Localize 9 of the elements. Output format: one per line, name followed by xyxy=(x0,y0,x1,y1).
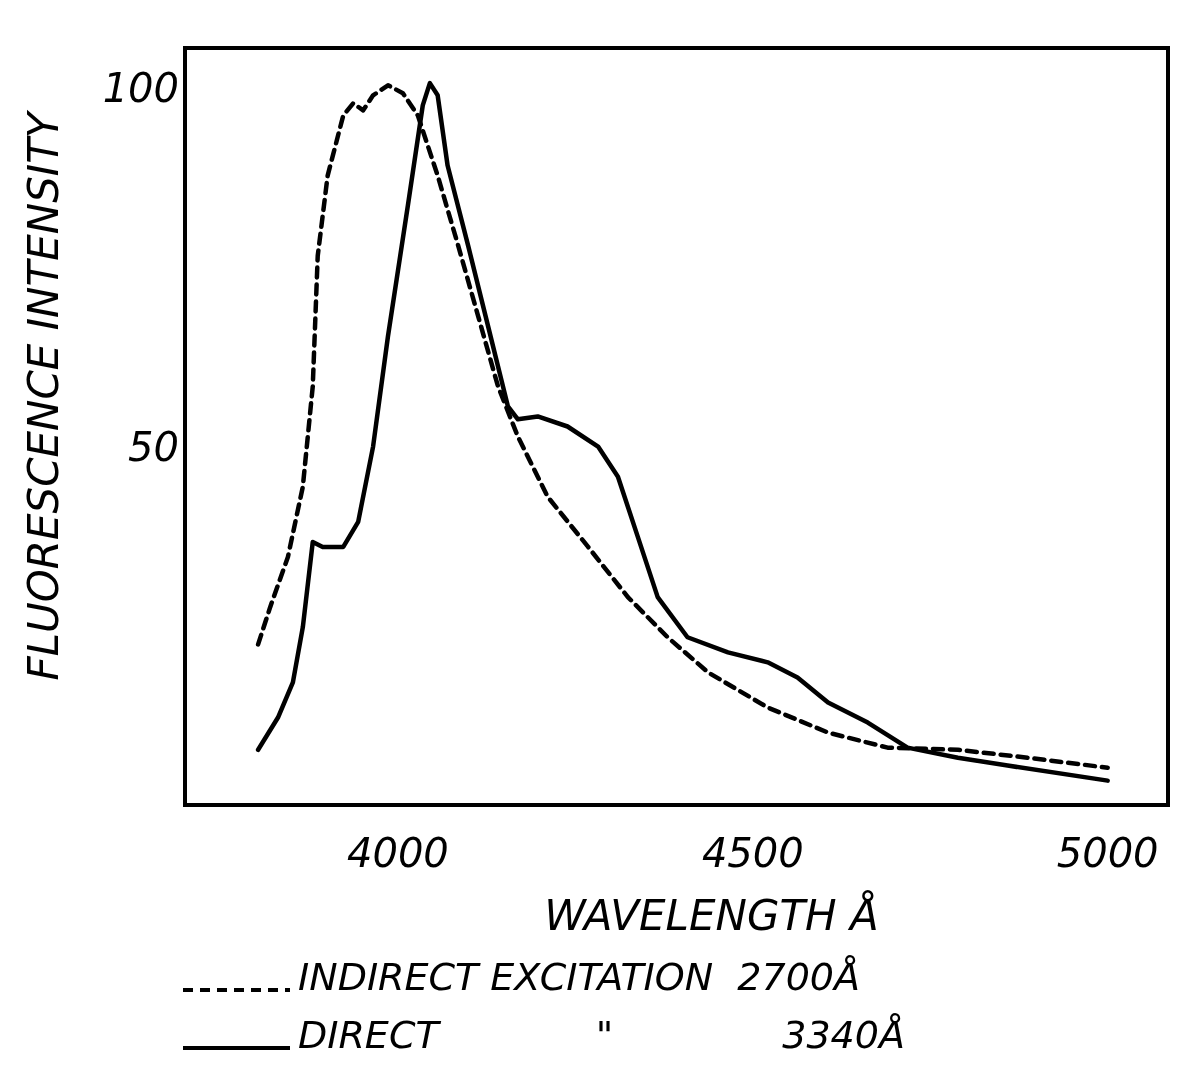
y-axis-title: FLUORESCENCE INTENSITY xyxy=(19,109,68,681)
y-tick-label: 100 xyxy=(102,65,179,112)
legend-label: INDIRECT EXCITATION 2700Å xyxy=(298,955,861,999)
x-tick-label: 5000 xyxy=(1056,830,1159,876)
legend-label: DIRECT " 3340Å xyxy=(298,1013,905,1057)
x-axis-title: WAVELENGTH Å xyxy=(544,890,879,940)
y-tick-label: 50 xyxy=(128,423,179,470)
x-tick-label: 4000 xyxy=(347,830,449,876)
x-tick-label: 4500 xyxy=(701,830,804,876)
